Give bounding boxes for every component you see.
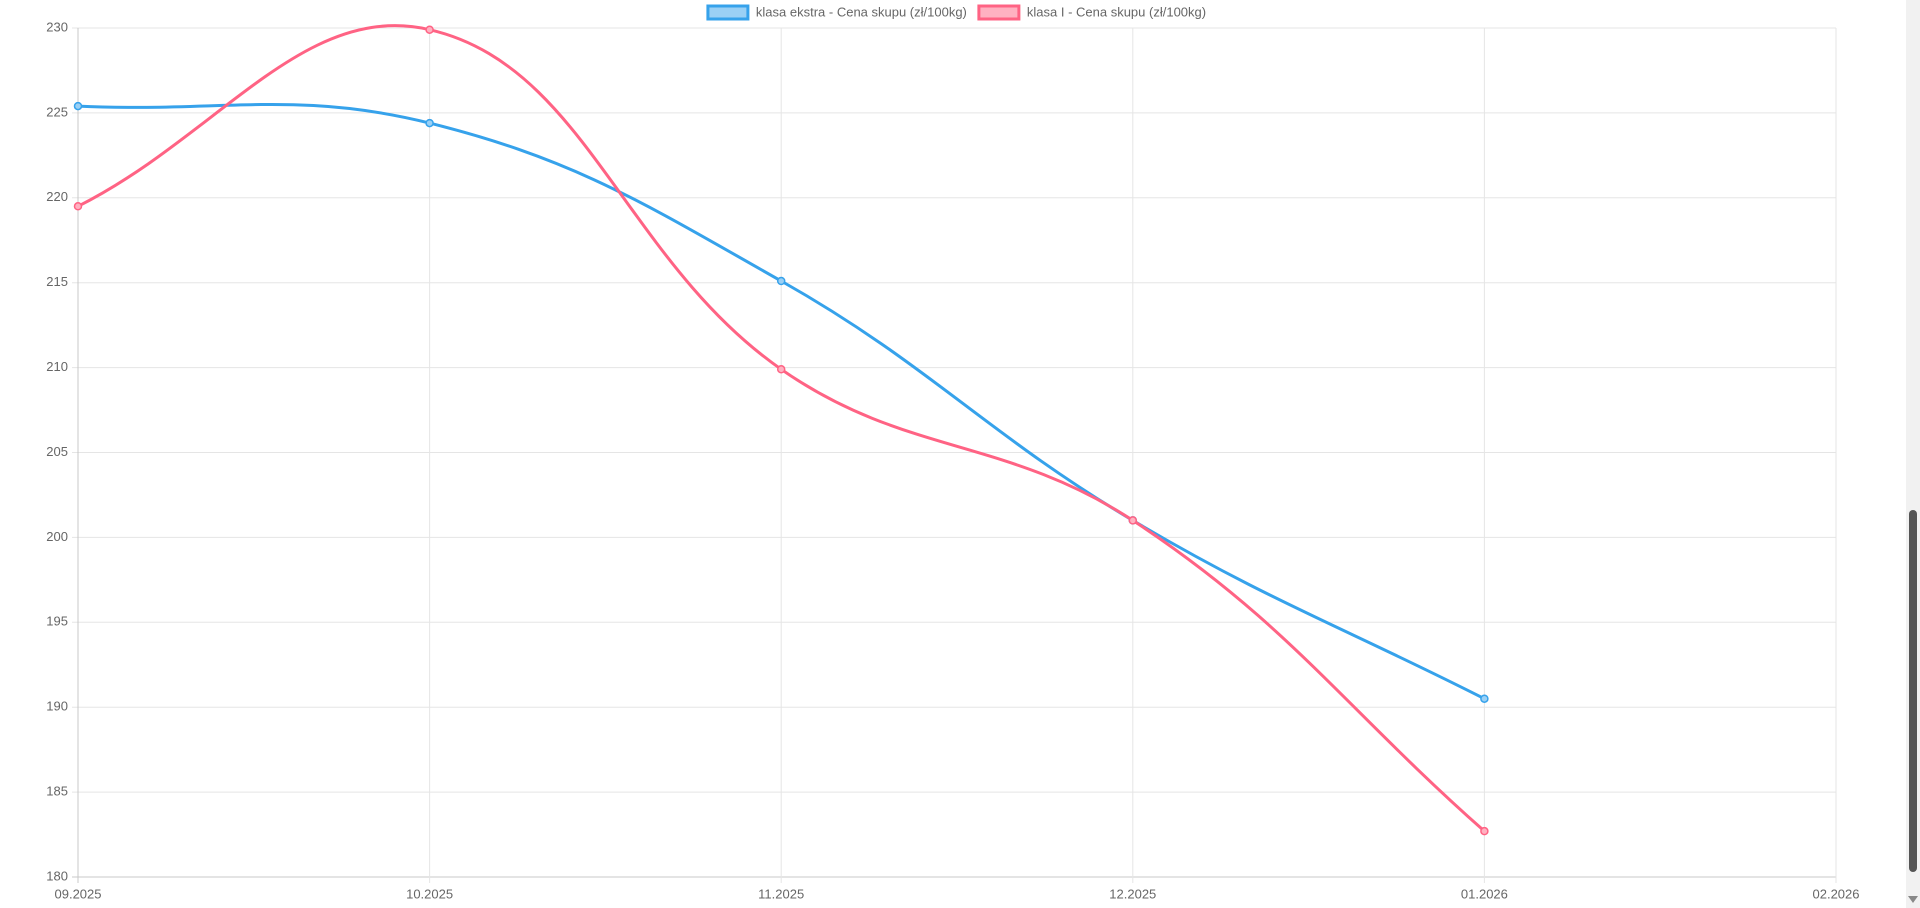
y-tick-label: 210 bbox=[46, 359, 68, 374]
y-tick-label: 230 bbox=[46, 19, 68, 34]
x-tick-label: 02.2026 bbox=[1813, 886, 1860, 901]
legend: klasa ekstra - Cena skupu (zł/100kg) klas… bbox=[706, 4, 1206, 21]
x-tick-label: 09.2025 bbox=[55, 886, 102, 901]
x-tick-label: 12.2025 bbox=[1109, 886, 1156, 901]
y-tick-label: 225 bbox=[46, 104, 68, 119]
y-tick-label: 200 bbox=[46, 529, 68, 544]
scrollbar-arrow[interactable] bbox=[1908, 896, 1918, 903]
x-tick-label: 01.2026 bbox=[1461, 886, 1508, 901]
data-point bbox=[776, 276, 786, 286]
data-point bbox=[776, 365, 786, 374]
x-tick-label: 10.2025 bbox=[406, 886, 453, 901]
y-tick-label: 215 bbox=[46, 274, 68, 289]
y-tick-label: 205 bbox=[46, 444, 68, 459]
data-point bbox=[425, 118, 434, 128]
data-point bbox=[425, 25, 434, 34]
y-tick-label: 190 bbox=[46, 699, 68, 714]
legend-swatch bbox=[977, 4, 1021, 21]
data-point bbox=[1480, 826, 1489, 836]
data-point bbox=[1480, 694, 1489, 703]
x-tick-label: 11.2025 bbox=[758, 886, 804, 901]
y-tick-label: 195 bbox=[46, 614, 68, 629]
y-tick-label: 180 bbox=[46, 868, 68, 883]
data-point bbox=[1128, 516, 1138, 525]
line-series bbox=[77, 24, 1486, 833]
y-tick-label: 220 bbox=[46, 189, 68, 204]
scrollbar-thumb[interactable] bbox=[1909, 510, 1917, 872]
legend-label: klasa ekstra - Cena skupu (zł/100kg) bbox=[756, 4, 967, 19]
legend-label: klasa I - Cena skupu (zł/100kg) bbox=[1027, 4, 1206, 19]
legend-swatch bbox=[706, 4, 750, 21]
data-point bbox=[73, 101, 83, 111]
y-tick-label: 185 bbox=[46, 784, 68, 799]
data-point bbox=[73, 202, 83, 211]
